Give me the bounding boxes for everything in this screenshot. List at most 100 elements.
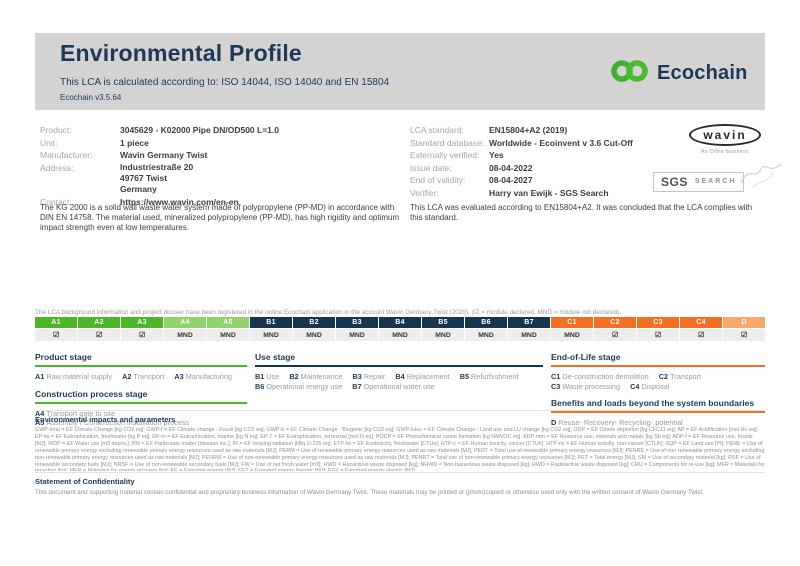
- module-status-a5: MND: [207, 329, 249, 341]
- use-stage-title: Use stage: [255, 352, 543, 367]
- product-stage-items: A1 Raw material supply A2 Transport A3 Manu…: [35, 372, 247, 382]
- manufacturer-value: Wavin Germany Twist: [120, 150, 208, 161]
- module-status-c2: ☑: [594, 329, 636, 341]
- module-status-a1: ☑: [35, 329, 77, 341]
- detail-row-lca-standard: LCA standard: EN15804+A2 (2019): [410, 124, 660, 137]
- stage-item-a1: A1 Raw material supply: [35, 372, 113, 381]
- impacts-abbreviations-text: GWP-total = EF Climate Change [kg CO2 eq…: [35, 427, 765, 471]
- module-header-c1: C1: [551, 317, 593, 328]
- manufacturer-label: Manufacturer:: [40, 150, 93, 161]
- detail-row-database: Standard database: Worldwide - Ecoinvent…: [410, 137, 660, 150]
- eol-stage-items: C1 De-construction demolition C2 Transport…: [551, 372, 765, 391]
- product-details: Product: 3045629 - K02000 Pipe DN/OD500 …: [40, 124, 400, 208]
- stage-item-b1: B1 Use: [255, 372, 280, 381]
- database-label: Standard database:: [410, 137, 485, 148]
- module-table: A1 A2 A3 A4 A5 B1 B2 B3 B4 B5 B6 B7 C1 C…: [35, 317, 765, 341]
- module-header-b1: B1: [250, 317, 292, 328]
- construction-stage-title: Construction process stage: [35, 389, 247, 404]
- sgs-search-box: SGS SEARCH: [653, 171, 745, 192]
- ecochain-chain-icon: [610, 58, 650, 89]
- module-status-a2: ☑: [78, 329, 120, 341]
- verified-label: Externally verified:: [410, 150, 480, 161]
- use-stage-items: B1 Use B2 Maintenance B3 Repair B4 Replaceme…: [255, 372, 543, 391]
- stage-item-b6: B6 Operational energy use: [255, 381, 343, 391]
- end-validity-label: End of validity:: [410, 175, 466, 186]
- detail-row-end-validity: End of validity: 08-04-2027: [410, 174, 660, 187]
- module-header-b7: B7: [508, 317, 550, 328]
- contact-label: Contact:: [40, 196, 72, 207]
- address-line-2: 49767 Twist: [120, 173, 168, 184]
- detail-row-verifier: Verifier: Harry van Ewijk - SGS Search: [410, 187, 660, 200]
- product-label: Product:: [40, 125, 72, 135]
- module-status-a3: ☑: [121, 329, 163, 341]
- stage-column-use: Use stage B1 Use B2 Maintenance B3 Repair B…: [255, 352, 543, 428]
- ecochain-wordmark: Ecochain: [657, 62, 748, 84]
- module-status-c4: ☑: [680, 329, 722, 341]
- module-header-a5: A5: [207, 317, 249, 328]
- sgs-search-logo: SGS SEARCH: [653, 163, 783, 196]
- module-status-c3: ☑: [637, 329, 679, 341]
- module-header-c3: C3: [637, 317, 679, 328]
- verifier-signature-icon: [739, 157, 783, 196]
- contact-url-link[interactable]: https://www.wavin.com/en-en: [120, 196, 239, 207]
- stage-item-c1: C1 De-construction demolition: [551, 372, 649, 381]
- module-header-b4: B4: [379, 317, 421, 328]
- sgs-search-wordmark: SEARCH: [694, 178, 737, 185]
- verifier-label: Verifier:: [410, 187, 439, 198]
- lca-standard-label: LCA standard:: [410, 125, 464, 135]
- verifier-value: Harry van Ewijk - SGS Search: [489, 187, 609, 198]
- product-value: 3045629 - K02000 Pipe DN/OD500 L=1.0: [120, 125, 279, 135]
- confidentiality-text: This document and supporting material co…: [35, 489, 704, 496]
- detail-row-issue-date: Issue date: 08-04-2022: [410, 162, 660, 175]
- stage-item-d: D Reuse- Recovery- Recycling- potential: [551, 418, 683, 428]
- unit-value: 1 piece: [120, 137, 149, 148]
- module-header-c4: C4: [680, 317, 722, 328]
- impacts-divider: [35, 410, 765, 411]
- lca-standard-value: EN15804+A2 (2019): [489, 125, 568, 135]
- app-version: Ecochain v3.5.64: [60, 93, 122, 102]
- end-validity-value: 08-04-2027: [489, 175, 533, 186]
- benefits-items: D Reuse- Recovery- Recycling- potential: [551, 418, 765, 428]
- product-stage-title: Product stage: [35, 352, 247, 367]
- module-status-b6: MND: [465, 329, 507, 341]
- module-header-a3: A3: [121, 317, 163, 328]
- module-header-b3: B3: [336, 317, 378, 328]
- issue-date-value: 08-04-2022: [489, 162, 533, 173]
- header-band: Environmental Profile This LCA is calcul…: [35, 33, 765, 110]
- stage-item-c4: C4 Disposal: [630, 381, 670, 391]
- lca-details: LCA standard: EN15804+A2 (2019) Standard…: [410, 124, 660, 200]
- construction-stage-items: A4 Transport gate to site A5 Assembly / Co…: [35, 409, 247, 428]
- wavin-logo: wavin An Orbia business: [686, 124, 764, 155]
- detail-row-contact: Contact: https://www.wavin.com/en-en: [40, 196, 400, 209]
- wavin-tagline: An Orbia business: [701, 149, 749, 155]
- module-status-d: ☑: [723, 329, 765, 341]
- module-header-a4: A4: [164, 317, 206, 328]
- stage-item-b2: B2 Maintenance: [289, 372, 343, 381]
- stage-item-a2: A2 Transport: [122, 372, 165, 381]
- address-line-1: Industriestraße 20: [120, 161, 194, 172]
- verified-value: Yes: [489, 150, 504, 161]
- module-header-a1: A1: [35, 317, 77, 328]
- module-status-b4: MND: [379, 329, 421, 341]
- stage-item-a4: A4 Transport gate to site: [35, 408, 116, 418]
- impacts-section-title: Environmental impacts and parameters: [35, 415, 176, 424]
- stage-column-product: Product stage A1 Raw material supply A2 Tr…: [35, 352, 247, 428]
- sgs-wordmark: SGS: [661, 174, 688, 189]
- stage-item-b5: B5 Refurbishment: [459, 372, 519, 381]
- issue-date-label: Issue date:: [410, 162, 452, 173]
- detail-row-unit: Unit: 1 piece: [40, 137, 400, 150]
- unit-label: Unit:: [40, 137, 58, 148]
- module-status-b2: MND: [293, 329, 335, 341]
- address-line-3: Germany: [120, 184, 157, 195]
- stage-item-c3: C3 Waste processing: [551, 381, 621, 391]
- module-status-b5: MND: [422, 329, 464, 341]
- detail-row-verified: Externally verified: Yes: [410, 149, 660, 162]
- confidentiality-title: Statement of Confidentiality: [35, 477, 135, 486]
- stage-column-eol: End-of-Life stage C1 De-construction demo…: [551, 352, 765, 428]
- product-description: The KG 2000 is a solid wall waste water …: [40, 203, 400, 232]
- stage-descriptions: Product stage A1 Raw material supply A2 Tr…: [35, 352, 765, 428]
- stage-item-b7: B7 Operational water use: [352, 381, 435, 391]
- stage-item-a3: A3 Manufacturing: [174, 372, 232, 381]
- module-status-b3: MND: [336, 329, 378, 341]
